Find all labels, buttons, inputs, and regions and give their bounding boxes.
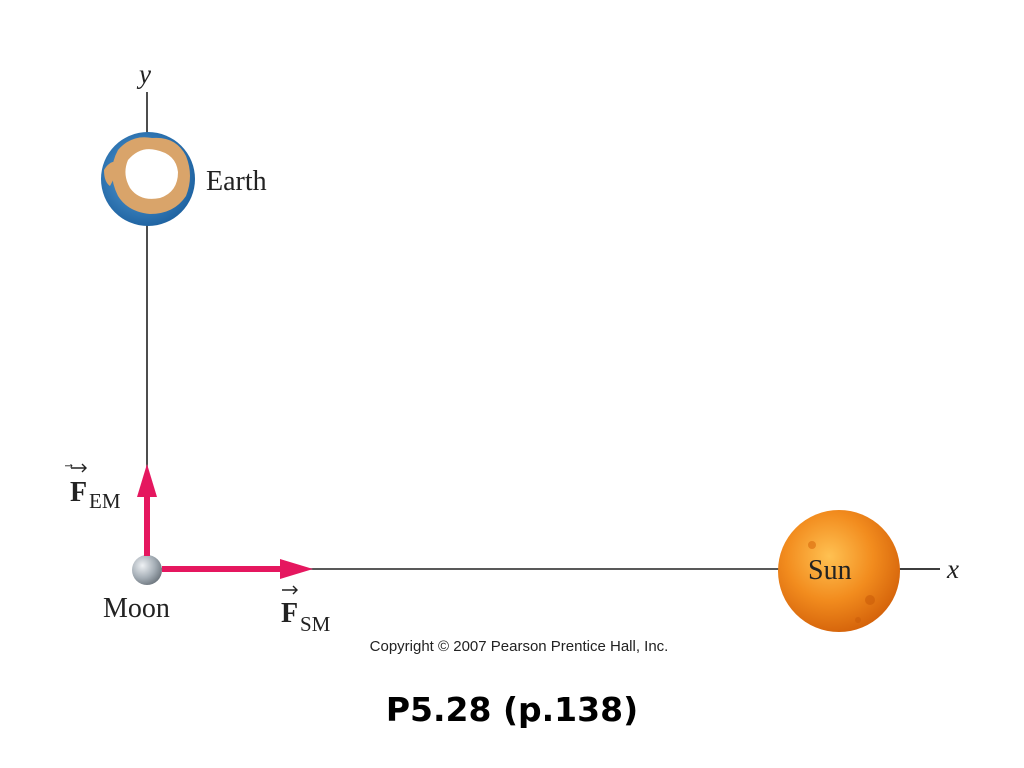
moon-label: Moon: [103, 593, 170, 624]
force-symbol-f-sm: F: [281, 598, 298, 629]
force-subscript-em: EM: [89, 489, 121, 513]
vector-overarrow-em: [71, 463, 87, 473]
sun-icon: [778, 510, 900, 632]
vector-overarrow-sm: [282, 585, 298, 595]
earth-label: Earth: [206, 166, 267, 197]
problem-caption: P5.28 (p.138): [385, 690, 639, 729]
force-label-sun-on-moon: F SM: [281, 585, 331, 636]
force-arrow-sun-on-moon: [162, 559, 313, 579]
y-axis-label: y: [136, 59, 151, 89]
force-arrow-earth-on-moon: [137, 464, 157, 556]
force-label-earth-on-moon: F ⃗ EM: [65, 463, 121, 513]
sun-label: Sun: [808, 555, 852, 586]
x-axis-label: x: [946, 554, 959, 584]
force-subscript-sm: SM: [300, 612, 331, 636]
moon-icon: [132, 555, 162, 585]
earth-icon: [101, 132, 195, 226]
force-symbol-f-em: F: [70, 477, 87, 508]
copyright-notice: Copyright © 2007 Pearson Prentice Hall, …: [369, 638, 669, 655]
